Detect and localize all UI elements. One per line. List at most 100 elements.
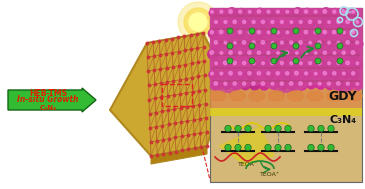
Circle shape [328,21,330,23]
Polygon shape [110,33,227,156]
Circle shape [241,60,250,69]
Circle shape [267,10,270,13]
Circle shape [350,70,359,79]
Circle shape [315,28,321,34]
Circle shape [227,58,233,64]
Bar [210,8,362,88]
Text: GDY: GDY [328,90,357,102]
Circle shape [354,81,362,89]
Circle shape [354,39,363,48]
Circle shape [333,52,336,54]
Circle shape [356,21,359,23]
Circle shape [286,10,289,13]
Circle shape [249,43,255,49]
Circle shape [253,62,255,65]
Circle shape [285,144,291,151]
Circle shape [189,13,207,31]
Circle shape [293,8,303,18]
Circle shape [227,29,237,39]
Circle shape [218,50,226,58]
Circle shape [252,82,255,85]
Circle shape [250,19,259,28]
Circle shape [280,61,284,65]
Circle shape [313,50,320,58]
Circle shape [326,81,335,90]
Circle shape [222,19,231,28]
Circle shape [208,29,218,38]
Circle shape [242,61,246,65]
Circle shape [266,30,273,37]
Circle shape [233,20,237,24]
Circle shape [344,39,354,49]
Circle shape [343,31,345,34]
Circle shape [297,19,306,28]
Circle shape [307,60,316,69]
Circle shape [248,31,251,34]
Ellipse shape [307,91,323,101]
Circle shape [275,144,281,151]
Circle shape [297,80,307,90]
Circle shape [214,82,218,85]
Circle shape [312,9,321,17]
Circle shape [212,80,222,90]
Circle shape [257,71,261,75]
Circle shape [239,10,242,13]
Circle shape [237,9,246,18]
Circle shape [302,29,312,39]
Circle shape [328,125,334,132]
Circle shape [346,82,349,85]
Circle shape [290,62,293,65]
Circle shape [337,62,340,65]
Circle shape [341,70,349,79]
Circle shape [255,70,265,80]
Circle shape [248,10,251,13]
Circle shape [316,39,326,49]
Circle shape [247,51,251,54]
Circle shape [236,29,246,39]
Circle shape [290,41,293,44]
Circle shape [287,80,297,90]
Circle shape [314,10,317,13]
Circle shape [261,41,265,44]
Circle shape [331,50,339,58]
Circle shape [326,19,334,27]
Circle shape [314,72,317,75]
Circle shape [227,28,233,34]
Circle shape [356,19,358,22]
Circle shape [335,60,344,69]
Polygon shape [151,146,207,164]
Circle shape [308,20,312,23]
Circle shape [285,51,289,54]
Circle shape [265,50,274,59]
Circle shape [351,72,355,75]
Circle shape [278,40,287,48]
Circle shape [352,10,355,13]
Circle shape [280,82,284,85]
Circle shape [224,20,227,23]
Circle shape [315,43,321,49]
Circle shape [261,20,265,23]
Circle shape [271,41,274,44]
Circle shape [333,30,336,34]
Circle shape [222,81,231,89]
Circle shape [323,30,327,34]
Circle shape [217,28,228,39]
Circle shape [271,28,277,34]
Circle shape [284,30,292,38]
Circle shape [340,8,350,18]
Circle shape [232,40,240,48]
Circle shape [237,70,246,79]
Circle shape [270,61,274,65]
Circle shape [293,29,302,38]
Circle shape [295,71,298,75]
Circle shape [235,144,241,151]
Circle shape [349,49,360,59]
Circle shape [318,125,324,132]
Circle shape [341,30,349,37]
Circle shape [275,29,283,38]
Circle shape [304,10,308,13]
Circle shape [231,80,241,90]
Circle shape [328,144,334,151]
Circle shape [267,72,270,75]
Bar [212,15,360,17]
